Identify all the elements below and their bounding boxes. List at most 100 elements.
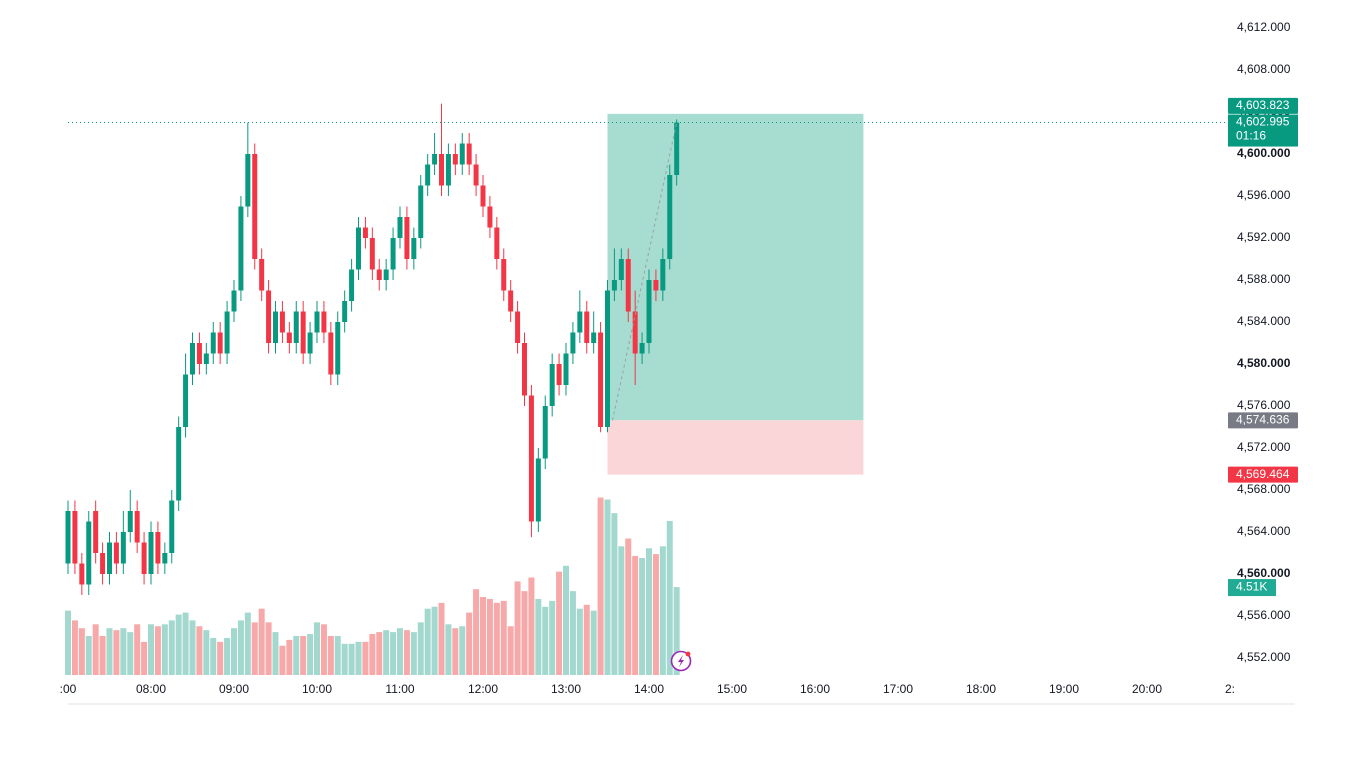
candle-body — [397, 217, 403, 238]
volume-bar — [590, 610, 597, 675]
volume-bar — [452, 628, 459, 675]
x-tick-label: 17:00 — [883, 682, 913, 696]
volume-bar — [521, 591, 528, 675]
candle-body — [598, 332, 604, 427]
volume-bar — [141, 641, 148, 675]
volume-bar — [203, 630, 210, 675]
x-tick-label: 08:00 — [136, 682, 166, 696]
x-tick-label: 09:00 — [219, 682, 249, 696]
candle-body — [674, 122, 680, 175]
volume-bar — [154, 626, 161, 675]
candle-body — [155, 532, 161, 564]
volume-bar — [390, 632, 397, 675]
plot: 4,552.000 4,556.000 4,560.000 4,564.000 4,56… — [60, 20, 1298, 696]
candle-body — [390, 238, 396, 270]
volume-bar — [466, 612, 473, 675]
candle-body — [356, 227, 361, 270]
volume-bar — [604, 499, 611, 675]
candle-body — [162, 553, 168, 564]
candle-body — [286, 332, 292, 343]
candle-body — [79, 563, 85, 585]
icon-dot[interactable] — [685, 651, 691, 657]
volume-bar — [120, 628, 127, 675]
volume-bar — [175, 614, 182, 675]
volume-bar — [445, 624, 452, 675]
candle-body — [466, 143, 472, 165]
y-tick-label: 4,608.000 — [1237, 62, 1291, 76]
volume-bar — [659, 546, 666, 675]
candle-body — [217, 332, 223, 354]
candle-body — [376, 269, 382, 280]
candle-body — [487, 206, 493, 228]
volume-bar — [646, 548, 652, 675]
volume-bar — [217, 641, 224, 675]
candle-body — [563, 353, 569, 385]
candle-body — [639, 343, 645, 354]
volume-bar — [99, 636, 106, 675]
candle-body — [632, 311, 638, 354]
candle-body — [369, 238, 375, 270]
y-tick-label: 4,596.000 — [1237, 188, 1291, 202]
candle-body — [646, 280, 652, 343]
icon-bolt[interactable] — [678, 655, 684, 667]
volume-bar — [182, 612, 189, 675]
volume-bar — [556, 571, 563, 675]
candle-body — [252, 154, 258, 259]
volume-bar — [265, 622, 272, 675]
candle-body — [100, 553, 106, 574]
volume-bar — [65, 610, 71, 675]
volume-bar — [244, 612, 251, 675]
volume-bar — [493, 602, 500, 675]
candle-body — [584, 311, 590, 343]
candle-body — [362, 227, 368, 238]
volume-bar — [134, 624, 141, 675]
volume-bar — [431, 606, 438, 675]
volume-bar — [300, 636, 307, 675]
y-tick-label: 4,600.000 — [1237, 146, 1291, 160]
x-tick-label: :00 — [60, 682, 77, 696]
volume-bar — [535, 598, 542, 675]
candle-body — [494, 227, 500, 259]
volume-bar — [583, 604, 590, 675]
volume-bar — [196, 626, 203, 675]
replay-icon[interactable] — [670, 650, 692, 672]
candle-body — [535, 458, 541, 522]
candle-body — [577, 311, 583, 333]
candle-body — [445, 154, 451, 186]
candle-body — [349, 269, 355, 301]
candle-body — [452, 154, 458, 165]
volume-bar — [410, 632, 417, 675]
candle-body — [279, 311, 285, 333]
volume-bar — [639, 558, 646, 675]
candle-body — [528, 395, 534, 522]
candle-body — [605, 290, 610, 427]
y-tick-label: 4,592.000 — [1237, 230, 1291, 244]
volume-bar — [507, 626, 514, 675]
candle-body — [556, 364, 562, 385]
volume-bar — [459, 626, 466, 675]
x-tick-label: 18:00 — [966, 682, 996, 696]
x-tick-label: 15:00 — [717, 682, 747, 696]
volume-bar — [480, 597, 486, 675]
candle-body — [625, 259, 631, 312]
candle-body — [618, 259, 624, 280]
candle-body — [300, 311, 306, 354]
candle-body — [542, 406, 548, 459]
y-tick-label: 4,572.000 — [1237, 440, 1291, 454]
x-tick-label: 11:00 — [385, 682, 414, 696]
volume-bar — [71, 620, 78, 675]
candle-body — [203, 353, 209, 364]
volume-bar — [293, 636, 300, 675]
trade-path — [612, 122, 678, 421]
volume-bar — [348, 643, 355, 675]
candle-body — [273, 311, 278, 343]
countdown: 01:16 — [1236, 129, 1266, 143]
candle-body — [196, 343, 202, 364]
volume-bar — [569, 591, 576, 675]
volume-bar — [237, 620, 244, 675]
candle-body — [328, 332, 334, 375]
volume-bar — [625, 538, 632, 675]
candle-body — [259, 259, 265, 291]
x-tick-label: 13:00 — [551, 682, 581, 696]
